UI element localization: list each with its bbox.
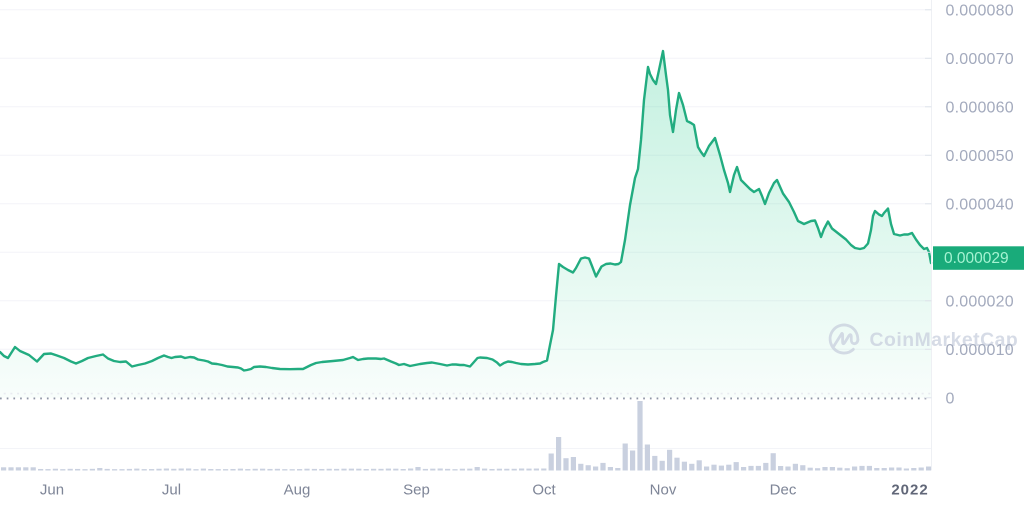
svg-text:Aug: Aug	[284, 482, 311, 499]
svg-text:Sep: Sep	[403, 482, 430, 499]
svg-text:Oct: Oct	[532, 482, 556, 499]
svg-text:0.000010: 0.000010	[946, 342, 1014, 359]
svg-text:0.000080: 0.000080	[946, 3, 1014, 20]
svg-text:0.000040: 0.000040	[946, 197, 1014, 214]
svg-text:0: 0	[946, 391, 955, 408]
svg-text:Nov: Nov	[650, 482, 677, 499]
svg-text:Jun: Jun	[40, 482, 64, 499]
svg-text:2022: 2022	[891, 482, 928, 499]
svg-text:Jul: Jul	[162, 482, 181, 499]
svg-text:0.000050: 0.000050	[946, 148, 1014, 165]
svg-text:Dec: Dec	[770, 482, 797, 499]
svg-text:CoinMarketCap: CoinMarketCap	[870, 329, 1019, 351]
svg-text:0.000020: 0.000020	[946, 294, 1014, 311]
svg-text:0.000029: 0.000029	[944, 250, 1009, 267]
svg-text:0.000060: 0.000060	[946, 100, 1014, 117]
svg-text:0.000070: 0.000070	[946, 51, 1014, 68]
